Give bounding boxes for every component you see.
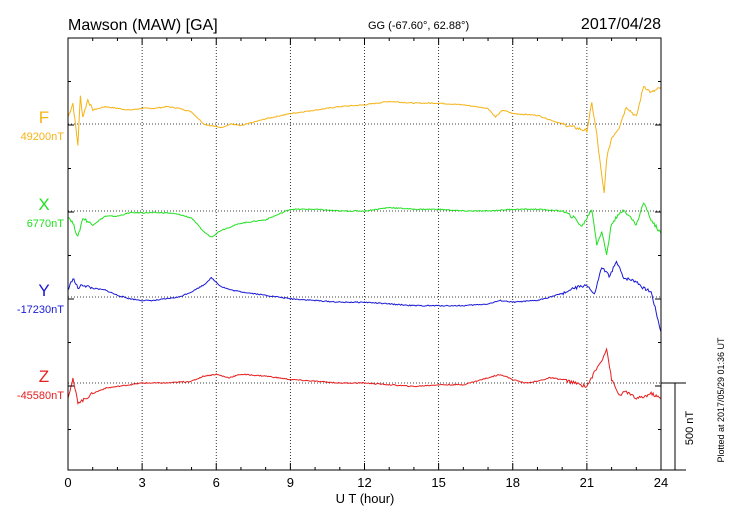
series-baseline-x: 6770nT	[27, 218, 65, 230]
x-tick-label: 21	[580, 475, 594, 490]
x-tick-label: 3	[139, 475, 146, 490]
x-tick-label: 6	[213, 475, 220, 490]
series-baseline-f: 49200nT	[21, 131, 65, 143]
x-tick-label: 24	[654, 475, 668, 490]
station-coordinates: GG (-67.60°, 62.88°)	[368, 20, 469, 32]
scale-bar-label: 500 nT	[684, 411, 696, 446]
series-line-y	[67, 260, 662, 332]
x-axis-label: U T (hour)	[336, 491, 395, 506]
x-tick-label: 9	[287, 475, 294, 490]
x-tick-label: 18	[506, 475, 520, 490]
grid	[68, 38, 661, 470]
series-labels: F 49200nT X 6770nT Y -17230nT Z -45580nT	[17, 108, 64, 402]
series-name-z: Z	[39, 367, 49, 386]
series-name-y: Y	[38, 281, 49, 300]
series-name-f: F	[39, 108, 49, 127]
axes: 0 3 6 9 12 15 18 21 24	[64, 37, 668, 490]
series-baseline-y: -17230nT	[17, 304, 64, 316]
x-tick-label: 12	[357, 475, 371, 490]
series-name-x: X	[38, 195, 49, 214]
chart-title: Mawson (MAW) [GA]	[68, 17, 218, 34]
plot-frame	[67, 37, 662, 471]
scale-bar: 500 nT	[661, 382, 696, 471]
series-lines	[67, 85, 662, 405]
series-line-z	[67, 347, 662, 405]
series-baseline-z: -45580nT	[17, 390, 64, 402]
series-line-x	[68, 202, 662, 255]
x-tick-label: 0	[64, 475, 71, 490]
chart-date: 2017/04/28	[581, 16, 661, 33]
series-line-f	[67, 85, 662, 194]
x-tick-label: 15	[431, 475, 445, 490]
plotted-timestamp: Plotted at 2017/05/29 01:36 UT	[716, 337, 726, 463]
